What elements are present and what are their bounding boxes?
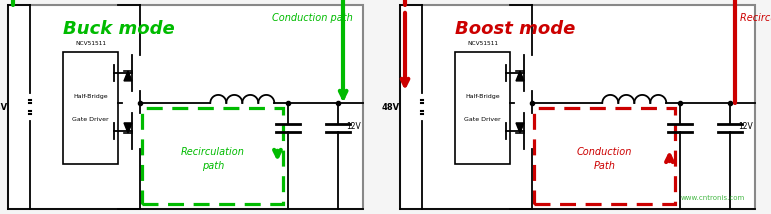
Text: 48V: 48V — [382, 103, 400, 111]
Polygon shape — [124, 71, 132, 81]
Bar — [63, 52, 118, 164]
Bar — [8, 5, 363, 209]
Bar — [455, 52, 510, 164]
Text: path: path — [201, 161, 224, 171]
Bar — [400, 5, 755, 209]
Text: Conduction: Conduction — [577, 147, 632, 157]
Text: Conduction path: Conduction path — [272, 13, 353, 23]
Text: Path: Path — [594, 161, 616, 171]
Text: 12V: 12V — [346, 122, 361, 131]
Text: Recirculation: Recirculation — [180, 147, 244, 157]
Text: NCV51511: NCV51511 — [75, 41, 106, 46]
Text: Half-Bridge: Half-Bridge — [73, 94, 108, 99]
Text: Gate Driver: Gate Driver — [464, 117, 501, 122]
Polygon shape — [516, 71, 524, 81]
Text: Buck mode: Buck mode — [63, 20, 175, 38]
Polygon shape — [124, 123, 132, 133]
Text: Gate Driver: Gate Driver — [72, 117, 109, 122]
Text: 48V: 48V — [0, 103, 8, 111]
Text: Recirculation path: Recirculation path — [740, 13, 771, 23]
Text: Boost mode: Boost mode — [455, 20, 575, 38]
Text: 12V: 12V — [738, 122, 753, 131]
Polygon shape — [516, 123, 524, 133]
Text: Half-Bridge: Half-Bridge — [465, 94, 500, 99]
Text: NCV51511: NCV51511 — [467, 41, 498, 46]
Text: www.cntronis.com: www.cntronis.com — [681, 195, 745, 201]
